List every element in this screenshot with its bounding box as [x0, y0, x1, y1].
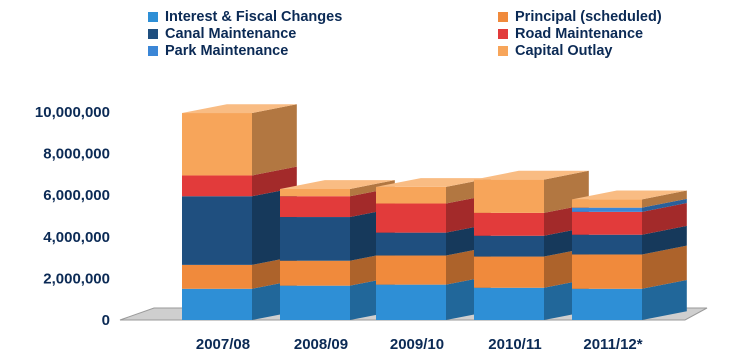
legend-swatch [498, 46, 508, 56]
bar-interest-fiscal-changes [280, 285, 350, 320]
legend-item-park-maintenance: Park Maintenance [148, 43, 288, 59]
legend-item-road-maintenance: Road Maintenance [498, 26, 643, 42]
bar-road-maintenance [182, 175, 252, 197]
legend-swatch [498, 29, 508, 39]
bar-interest-fiscal-changes [182, 288, 252, 320]
legend-swatch [148, 12, 158, 22]
legend-item-canal-maintenance: Canal Maintenance [148, 26, 296, 42]
bar-capital-outlay-top [280, 180, 395, 189]
x-tick-label: 2011/12* [583, 336, 642, 353]
bar-road-maintenance [280, 196, 350, 218]
bar-capital-outlay [280, 188, 350, 197]
bar-road-maintenance [572, 211, 642, 235]
bar-capital-outlay-side [350, 180, 395, 197]
bar-capital-outlay-top [572, 190, 687, 200]
bar-stack-2009-10 [376, 178, 491, 320]
bar-capital-outlay-top [376, 178, 491, 187]
bar-interest-fiscal-changes [474, 287, 544, 320]
bar-road-maintenance [474, 212, 544, 236]
bar-canal-maintenance [376, 232, 446, 256]
bar-interest-fiscal-changes [376, 284, 446, 320]
legend-label: Park Maintenance [165, 43, 289, 59]
y-tick-label: 10,000,000 [35, 104, 110, 121]
bar-capital-outlay-top [474, 170, 589, 180]
legend-label: Capital Outlay [515, 43, 613, 59]
legend-item-capital-outlay: Capital Outlay [498, 43, 613, 59]
bar-canal-maintenance-side [642, 225, 687, 255]
bar-principal-scheduled [182, 264, 252, 289]
bar-principal-scheduled-side [642, 245, 687, 289]
legend-item-principal-scheduled: Principal (scheduled) [498, 9, 662, 25]
bar-canal-maintenance [280, 217, 350, 261]
x-tick-label: 2010/11 [488, 336, 541, 353]
legend-label: Canal Maintenance [165, 26, 297, 42]
bar-stack-2011-12 [572, 190, 687, 320]
bar-canal-maintenance [474, 235, 544, 257]
bar-stack-2010-11 [474, 170, 589, 320]
bar-capital-outlay-side [252, 104, 297, 176]
bar-capital-outlay [376, 186, 446, 204]
bar-park-maintenance-side [642, 198, 687, 212]
bar-capital-outlay [572, 199, 642, 208]
y-tick-label: 6,000,000 [43, 187, 110, 204]
x-tick-label: 2007/08 [196, 336, 250, 353]
bar-principal-scheduled [376, 255, 446, 285]
bar-road-maintenance [376, 203, 446, 233]
legend-label: Principal (scheduled) [515, 9, 662, 25]
bar-canal-maintenance [182, 196, 252, 265]
x-tick-label: 2009/10 [390, 336, 444, 353]
legend-swatch [148, 46, 158, 56]
y-tick-label: 8,000,000 [43, 146, 110, 163]
y-tick-label: 2,000,000 [43, 270, 110, 287]
legend-label: Interest & Fiscal Changes [165, 9, 343, 25]
legend-swatch [498, 12, 508, 22]
y-tick-label: 0 [102, 312, 110, 329]
x-tick-label: 2008/09 [294, 336, 348, 353]
bar-capital-outlay [182, 113, 252, 176]
bar-principal-scheduled [280, 260, 350, 286]
bar-canal-maintenance [572, 234, 642, 255]
bar-principal-scheduled [572, 254, 642, 289]
bar-principal-scheduled [474, 256, 544, 288]
legend-swatch [148, 29, 158, 39]
bar-park-maintenance [572, 207, 642, 212]
bar-stack-2007-08 [182, 104, 297, 320]
legend-label: Road Maintenance [515, 26, 644, 42]
bar-capital-outlay [474, 179, 544, 213]
bar-interest-fiscal-changes [572, 288, 642, 320]
bar-capital-outlay-side [642, 190, 687, 208]
y-tick-label: 4,000,000 [43, 229, 110, 246]
bar-interest-fiscal-changes-side [642, 280, 687, 320]
legend-item-interest-fiscal-changes: Interest & Fiscal Changes [148, 9, 342, 25]
bar-road-maintenance-side [642, 203, 687, 235]
bar-capital-outlay-top [182, 104, 297, 114]
